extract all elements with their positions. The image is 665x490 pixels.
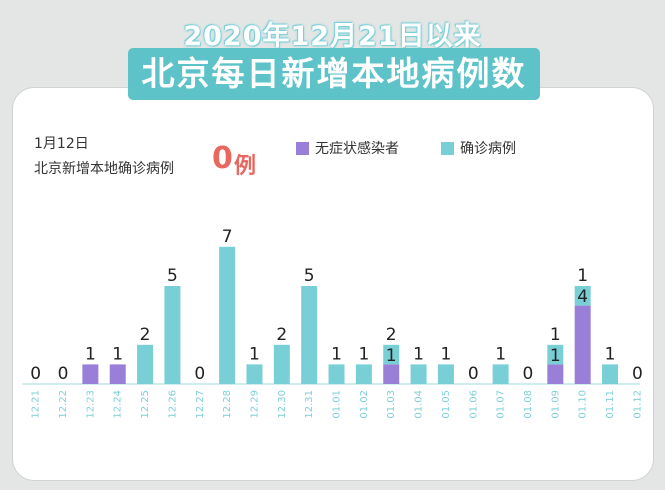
legend-item-asymptomatic: 无症状感染者 — [296, 138, 399, 158]
x-tick-label-12.31: 12.31 — [304, 390, 315, 419]
bar-confirmed-12.30 — [273, 344, 290, 384]
bar-asymptomatic-01.10 — [574, 305, 591, 384]
value-label-12.27: 0 — [194, 364, 205, 384]
bar-confirmed-01.07 — [492, 364, 509, 384]
value-label-12.23: 1 — [85, 344, 96, 364]
x-tick-label-01.07: 01.07 — [496, 390, 507, 419]
value-label-12.25: 2 — [140, 325, 151, 345]
bar-confirmed-01.05 — [437, 364, 454, 384]
x-tick-label-12.25: 12.25 — [140, 390, 151, 419]
value-label-01.10-0: 1 — [577, 266, 588, 286]
bar-confirmed-01.09 — [547, 344, 564, 365]
value-label-01.10-1: 4 — [577, 287, 588, 307]
chart-title-banner: 北京每日新增本地病例数 — [128, 48, 540, 100]
value-label-01.09-0: 1 — [550, 325, 561, 345]
value-label-12.22: 0 — [58, 364, 69, 384]
x-tick-label-01.06: 01.06 — [468, 390, 479, 419]
x-tick-label-12.23: 12.23 — [85, 390, 96, 419]
value-label-01.03-0: 2 — [386, 325, 397, 345]
highlight-date: 1月12日 — [34, 136, 89, 152]
value-label-01.08: 0 — [523, 364, 534, 384]
chart-title-line1: 2020年12月21日以来 — [183, 21, 482, 52]
legend-label-asymptomatic: 无症状感染者 — [315, 141, 399, 157]
x-tick-label-12.22: 12.22 — [58, 390, 69, 419]
value-label-01.11: 1 — [605, 344, 616, 364]
bar-asymptomatic-12.23 — [82, 364, 99, 384]
bar-confirmed-01.03 — [383, 344, 400, 365]
x-tick-label-01.09: 01.09 — [550, 390, 561, 419]
value-label-01.03-1: 1 — [386, 346, 397, 366]
legend-label-confirmed: 确诊病例 — [460, 141, 516, 157]
x-tick-label-01.03: 01.03 — [386, 390, 397, 419]
x-tick-label-12.28: 12.28 — [222, 390, 233, 419]
x-tick-label-12.24: 12.24 — [113, 390, 124, 419]
bar-confirmed-01.01 — [328, 364, 345, 384]
x-tick-label-12.26: 12.26 — [167, 390, 178, 419]
value-label-12.21: 0 — [30, 364, 41, 384]
value-label-01.04: 1 — [413, 344, 424, 364]
x-tick-label-01.08: 01.08 — [523, 390, 534, 419]
x-tick-label-12.30: 12.30 — [277, 390, 288, 419]
legend-swatch-asymptomatic — [296, 141, 309, 155]
x-tick-label-01.01: 01.01 — [332, 390, 343, 419]
value-label-01.06: 0 — [468, 364, 479, 384]
x-tick-label-01.11: 01.11 — [605, 390, 616, 419]
x-tick-label-01.12: 01.12 — [632, 390, 643, 419]
x-tick-label-12.27: 12.27 — [195, 390, 206, 419]
value-label-01.01: 1 — [331, 344, 342, 364]
x-tick-label-12.29: 12.29 — [249, 390, 260, 419]
bar-asymptomatic-01.09 — [547, 364, 564, 384]
bar-confirmed-12.26 — [164, 286, 181, 384]
bar-confirmed-01.10 — [574, 286, 591, 306]
highlight-description: 北京新增本地确诊病例 — [34, 161, 174, 177]
highlight-value: 0 — [212, 141, 233, 176]
bar-confirmed-12.29 — [246, 364, 263, 384]
value-label-01.02: 1 — [358, 344, 369, 364]
bar-confirmed-01.04 — [410, 364, 427, 384]
bar-confirmed-12.28 — [219, 246, 236, 384]
bar-confirmed-12.25 — [137, 344, 154, 384]
bar-asymptomatic-01.03 — [383, 364, 400, 384]
value-label-12.31: 5 — [304, 266, 315, 286]
x-tick-label-01.04: 01.04 — [414, 390, 425, 419]
highlight-unit: 例 — [234, 154, 257, 179]
x-tick-label-01.02: 01.02 — [359, 390, 370, 419]
value-label-12.30: 2 — [276, 325, 287, 345]
value-label-12.29: 1 — [249, 344, 260, 364]
value-label-01.07: 1 — [495, 344, 506, 364]
value-label-01.12: 0 — [632, 364, 643, 384]
value-label-12.26: 5 — [167, 266, 178, 286]
chart-card — [12, 87, 654, 481]
bar-confirmed-12.31 — [301, 286, 318, 384]
bar-asymptomatic-12.24 — [109, 364, 126, 384]
legend-item-confirmed: 确诊病例 — [441, 138, 516, 158]
legend-swatch-confirmed — [441, 141, 454, 155]
x-tick-label-01.05: 01.05 — [441, 390, 452, 419]
value-label-12.24: 1 — [112, 344, 123, 364]
x-tick-label-01.10: 01.10 — [578, 390, 589, 419]
bar-confirmed-01.11 — [602, 364, 619, 384]
value-label-01.05: 1 — [441, 344, 452, 364]
bar-confirmed-01.02 — [355, 364, 372, 384]
x-tick-label-12.21: 12.21 — [31, 390, 42, 419]
value-label-12.28: 7 — [222, 227, 233, 247]
value-label-01.09-1: 1 — [550, 346, 561, 366]
